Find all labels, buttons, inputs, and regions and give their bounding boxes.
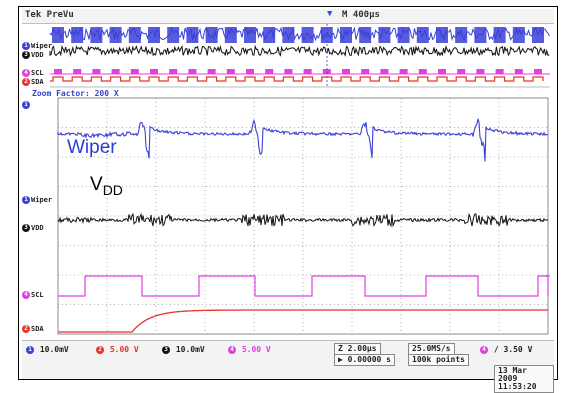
brand-label: Tek PreVu <box>25 10 74 20</box>
overview-wiper-burst <box>397 27 410 43</box>
overview-scl-burst <box>457 69 466 74</box>
overview-scl-burst <box>246 69 254 74</box>
overview-scl-label: 4 SCL <box>22 69 44 77</box>
ch4-scale: 4 5.00 V <box>228 345 271 355</box>
overview-scl-burst <box>284 69 293 74</box>
zoom-sda-trace <box>58 309 548 333</box>
overview-scl-burst <box>188 69 197 74</box>
zoom-scl-label: 4 SCL <box>22 291 44 299</box>
overview-wiper-burst <box>359 27 372 43</box>
overview-wiper-burst <box>148 27 160 43</box>
overview-scl-burst <box>495 69 504 74</box>
date-label: 13 Mar 2009 <box>498 366 527 383</box>
overview-scl-burst <box>514 69 523 74</box>
ch1-scale: 1 10.0mV <box>26 345 69 355</box>
overview-scl-burst <box>54 69 62 74</box>
trigger-position-icon: ▼ <box>327 9 333 19</box>
overview-waveform-panel <box>49 24 550 88</box>
overview-scl-burst <box>303 69 312 74</box>
overview-scl-burst <box>476 69 485 74</box>
overview-scl-burst <box>380 69 389 74</box>
zoom-frame <box>57 97 549 335</box>
ch3-scale: 3 10.0mV <box>162 345 205 355</box>
overview-scl-burst <box>226 69 235 74</box>
trigger-slope-icon: / <box>493 345 499 354</box>
channel-2-icon: 2 <box>22 78 30 86</box>
zoom-scl-trace <box>58 275 549 297</box>
zoom-wiper-label: 1 Wiper <box>22 196 52 204</box>
scope-header: Tek PreVu ▼ M 400μs <box>22 9 554 24</box>
overview-scl-burst <box>399 69 408 74</box>
overview-scl-burst <box>150 69 158 74</box>
overview-scl-burst <box>438 69 446 74</box>
overview-vdd-trace <box>49 44 550 58</box>
record-length: 100k points <box>408 354 469 366</box>
oscilloscope-display: Tek PreVu ▼ M 400μs 1 Wiper 3 VDD 4 SCL 2 SD… <box>22 9 554 393</box>
time-label: 11:53:20 <box>498 382 537 391</box>
overview-wiper-burst <box>282 27 295 43</box>
channel-4-icon: 4 <box>22 69 30 77</box>
overview-wiper-burst <box>301 27 314 43</box>
overview-vdd-label: 3 VDD <box>22 51 44 59</box>
overview-scl-burst <box>130 69 139 74</box>
trigger-settings: 4 / 3.50 V <box>480 345 532 355</box>
overview-scl-burst <box>111 69 120 74</box>
wiper-annotation: Wiper <box>67 137 117 158</box>
overview-scl-burst <box>418 69 427 74</box>
overview-scl-burst <box>92 69 101 74</box>
overview-scl-burst <box>169 69 178 74</box>
zoom-sda-label: 2 SDA <box>22 325 44 333</box>
overview-scl-burst <box>361 69 370 74</box>
overview-wiper-burst <box>474 27 487 43</box>
zoom-wiper-trace <box>57 118 549 162</box>
overview-scl-burst <box>534 69 542 74</box>
overview-scl-burst <box>207 69 216 74</box>
overview-wiper-trace <box>49 26 550 42</box>
overview-wiper-label: 1 Wiper <box>22 42 52 50</box>
vdd-annotation: VDD <box>90 174 123 198</box>
channel-1-icon: 1 <box>22 42 30 50</box>
status-bar: 1 10.0mV 2 5.00 V 3 10.0mV 4 5.00 V Z 2.… <box>22 340 554 393</box>
zoom-vdd-trace <box>57 212 549 228</box>
ch2-scale: 2 5.00 V <box>96 345 139 355</box>
time-offset: ▶ 0.00000 s <box>334 354 395 366</box>
channel-3-icon: 3 <box>22 51 30 59</box>
overview-sda-label: 2 SDA <box>22 78 44 86</box>
zoom-ch1-marker: 1 <box>22 101 31 109</box>
overview-scl-burst <box>322 69 331 74</box>
overview-scl-burst <box>73 69 82 74</box>
zoom-waveform-panel <box>57 97 550 335</box>
overview-scl-burst <box>342 69 350 74</box>
zoom-vdd-label: 3 VDD <box>22 224 44 232</box>
zoom-factor-label: Zoom Factor: 200 X <box>32 89 119 98</box>
overview-sda-trace <box>50 76 544 82</box>
overview-scl-burst <box>265 69 274 74</box>
timebase-label: M 400μs <box>342 10 380 20</box>
